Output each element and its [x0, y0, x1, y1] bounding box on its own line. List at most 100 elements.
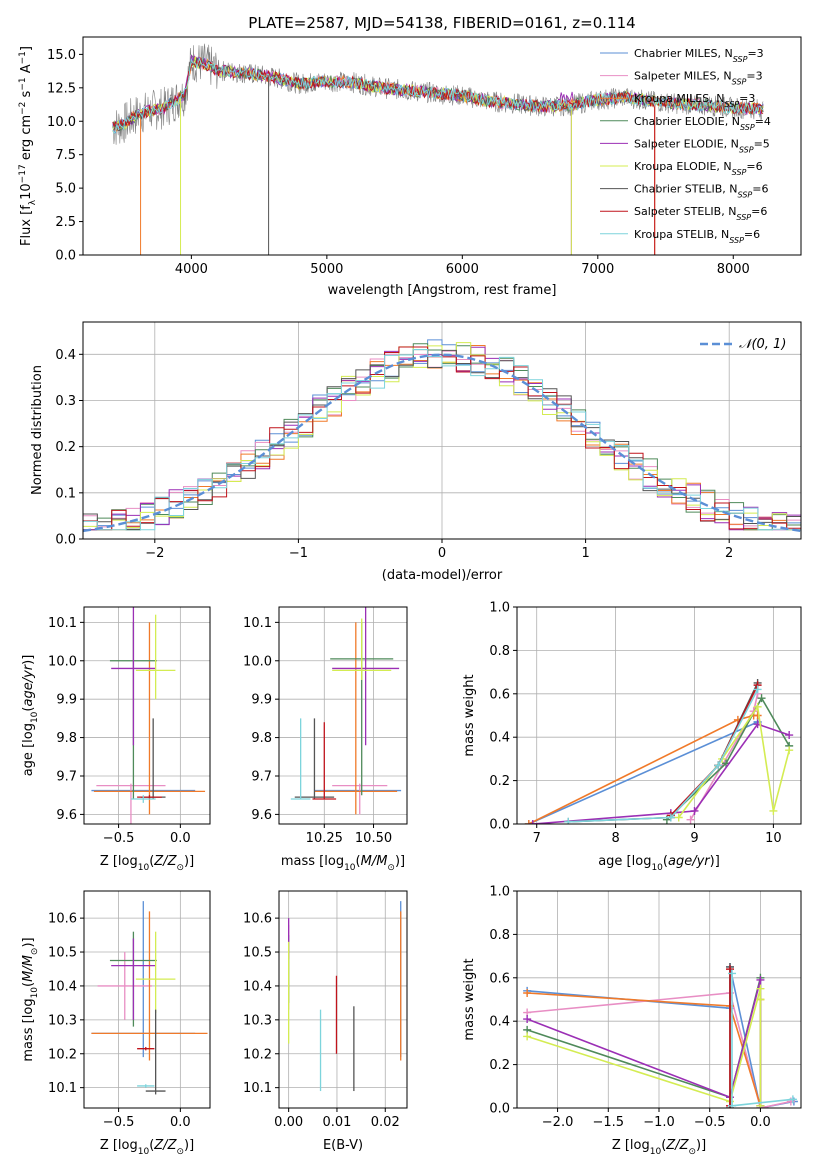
axes-frame [83, 890, 211, 1109]
x-tick-label: 0.0 [170, 831, 191, 846]
y-tick-label: 10.3 [243, 1013, 272, 1028]
plot-body-age_vs_mass [290, 607, 402, 815]
y-tick-label: 10.3 [48, 1013, 77, 1028]
x-tick-label: 0.01 [322, 1115, 351, 1130]
x-tick-label: −0.5 [103, 831, 135, 846]
weight-marker [753, 685, 762, 694]
y-axis-label: mass weight [462, 674, 477, 756]
y-tick-label: 7.5 [55, 148, 76, 163]
legend-entry: Salpeter STELIB, NSSP=6 [634, 205, 767, 222]
legend-entry: Kroupa MILES, NSSP=3 [634, 92, 755, 109]
weight-line [666, 696, 790, 821]
y-tick-label: 12.5 [47, 81, 76, 96]
x-tick-label: −1 [289, 546, 308, 561]
y-tick-label: 0.8 [489, 928, 510, 943]
legend-entry: Salpeter ELODIE, NSSP=5 [634, 137, 770, 154]
weight-line [731, 973, 793, 1107]
x-axis-label: age [log10(age/yr)] [598, 854, 720, 873]
axes-weight_vs_age: 7 8 9 10 0.0 0.2 0.4 0.6 0.8 1.0 age [log10(age/yr… [462, 601, 802, 873]
x-tick-label: −1.0 [643, 1115, 675, 1130]
y-tick-label: 0.2 [489, 1058, 510, 1073]
plot-body-mass_vs_ebv [288, 901, 402, 1092]
x-tick-label: −1.5 [592, 1115, 624, 1130]
x-tick-label: 10 [765, 831, 782, 846]
figure-title: PLATE=2587, MJD=54138, FIBERID=0161, z=0… [248, 14, 635, 32]
weight-marker [788, 1095, 797, 1104]
weight-marker [756, 995, 765, 1004]
y-tick-label: 9.9 [56, 693, 77, 708]
y-tick-label: 10.6 [48, 912, 77, 927]
y-axis-label: mass [log10(M/M⊙)] [21, 937, 40, 1061]
y-tick-label: 0.6 [489, 971, 510, 986]
y-tick-label: 9.6 [251, 808, 272, 823]
x-axis-label: Z [log10(Z/Z⊙)] [612, 1138, 706, 1157]
axes-frame [278, 606, 408, 825]
weight-marker [524, 820, 533, 824]
x-tick-label: 6000 [446, 262, 479, 277]
weight-marker [523, 988, 532, 997]
weight-marker [785, 746, 794, 755]
y-tick-label: 10.1 [243, 1081, 272, 1096]
y-tick-label: 0.8 [489, 644, 510, 659]
x-tick-label: −2.0 [542, 1115, 574, 1130]
y-tick-label: 10.1 [243, 616, 272, 631]
axes-residuals: −2 −1 0 1 2 0.0 0.1 0.2 0.3 0.4 𝒩(0, 1) (data-model… [30, 321, 802, 583]
x-tick-label: 10.25 [306, 831, 343, 846]
normal-curve [83, 353, 801, 533]
weight-marker [528, 820, 537, 824]
y-tick-label: 0.0 [55, 533, 76, 548]
y-tick-label: 0.4 [489, 1015, 510, 1030]
weight-marker [726, 965, 734, 974]
weight-marker [728, 969, 737, 978]
weight-marker [523, 1015, 532, 1024]
axes-age_vs_Z: −0.5 0.0 9.6 9.7 9.8 9.9 10.0 10.1 Z [log10(Z/Z⊙… [21, 606, 211, 873]
x-axis-label: Z [log10(Z/Z⊙)] [100, 854, 194, 873]
y-tick-label: 0.4 [55, 348, 76, 363]
x-tick-label: 7 [533, 831, 541, 846]
x-axis-label: mass [log10(M/M⊙)] [281, 854, 405, 873]
weight-marker [753, 702, 762, 711]
weight-marker [757, 694, 766, 703]
y-tick-label: 9.7 [56, 769, 77, 784]
y-tick-label: 0.6 [489, 687, 510, 702]
y-tick-label: 0.0 [55, 249, 76, 264]
weight-marker [686, 815, 695, 824]
y-tick-label: 10.5 [48, 946, 77, 961]
weight-line [526, 979, 762, 1106]
x-tick-label: −2 [145, 546, 164, 561]
y-tick-label: 0.2 [55, 440, 76, 455]
legend-entry: Kroupa STELIB, NSSP=6 [634, 228, 760, 245]
y-tick-label: 0.1 [55, 486, 76, 501]
weight-line [678, 704, 790, 818]
plot-body-mass_vs_Z [91, 901, 208, 1095]
y-tick-label: 0.3 [55, 394, 76, 409]
x-tick-label: 0.02 [371, 1115, 400, 1130]
x-tick-label: 10.50 [355, 831, 392, 846]
x-tick-label: 8 [611, 831, 619, 846]
y-tick-label: 10.0 [47, 115, 76, 130]
weight-marker [666, 813, 675, 822]
weight-marker [785, 731, 794, 740]
weight-marker [523, 1032, 532, 1041]
plot-body-weight_vs_age [524, 678, 794, 824]
plot-body-residuals [83, 339, 801, 539]
y-tick-label: 9.8 [56, 731, 77, 746]
y-tick-label: 15.0 [47, 48, 76, 63]
x-axis-label: E(B-V) [323, 1138, 363, 1153]
axes-mass_vs_ebv: 0.00 0.01 0.02 10.1 10.2 10.3 10.4 10.5 10.6 E(B-… [243, 890, 408, 1153]
x-axis-label: (data-model)/error [382, 568, 503, 583]
model-spectrum [112, 57, 764, 134]
x-tick-label: 0.0 [170, 1115, 191, 1130]
y-tick-label: 10.4 [48, 979, 77, 994]
y-tick-label: 10.5 [243, 946, 272, 961]
y-axis-label: mass weight [462, 958, 477, 1040]
y-tick-label: 5.0 [55, 182, 76, 197]
weight-line [526, 977, 762, 1106]
plot-body-spectrum [112, 43, 764, 255]
plot-body-weight_vs_Z [523, 962, 798, 1108]
y-tick-label: 10.6 [243, 912, 272, 927]
axes-weight_vs_Z: −2.0 −1.5 −1.0 −0.5 0.0 0.0 0.2 0.4 0.6 0.8 1.0 Z [… [462, 885, 802, 1157]
plot-area: 4000 5000 6000 7000 80000.02.55.07.510.012.5… [18, 36, 802, 1157]
y-tick-label: 10.0 [48, 654, 77, 669]
